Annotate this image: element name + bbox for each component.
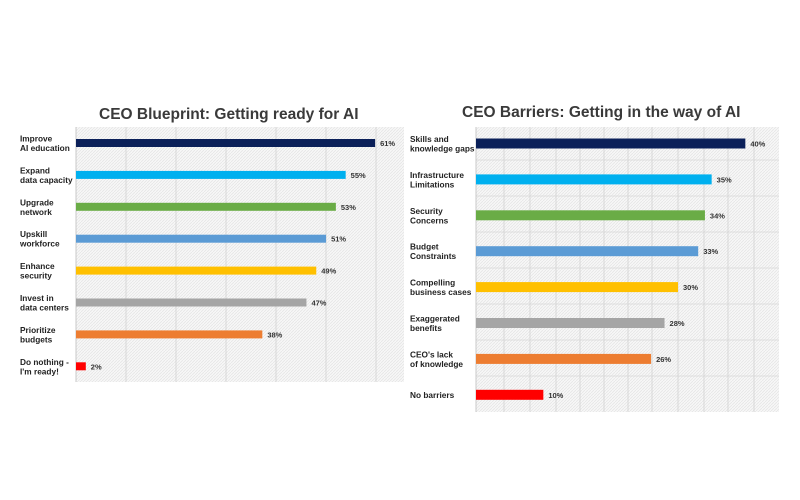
category-label: Exaggerated benefits [410, 314, 460, 334]
value-label: 47% [311, 299, 326, 308]
value-label: 40% [750, 140, 765, 149]
value-label: 34% [710, 211, 725, 220]
bar-6 [76, 298, 307, 307]
category-label: Upskill workforce [19, 229, 60, 249]
chart-title-blueprint: CEO Blueprint: Getting ready for AI [99, 106, 359, 123]
category-label: Infrastructure Limitations [410, 170, 464, 190]
bar-7 [76, 330, 263, 339]
value-label: 61% [380, 139, 395, 148]
bar-2 [476, 174, 712, 185]
bar-6 [476, 318, 665, 328]
bar-3 [476, 210, 705, 221]
bar-2 [76, 170, 346, 179]
value-label: 51% [331, 235, 346, 244]
chart-title-barriers: CEO Barriers: Getting in the way of AI [462, 104, 741, 121]
value-label: 53% [341, 203, 356, 212]
chart-blueprint: 61% Improve AI education 55% Expand data capa… [19, 127, 404, 382]
category-label: CEO's lack of knowledge [410, 349, 463, 369]
value-label: 55% [351, 171, 366, 180]
category-label: Invest in data centers [20, 293, 69, 313]
value-label: 49% [321, 267, 336, 276]
bar-1 [76, 139, 376, 147]
chart-barriers: 40% Skills and knowledge gaps 35% Infrastruc… [410, 127, 779, 412]
value-label: 35% [717, 175, 732, 184]
value-label: 10% [548, 391, 563, 400]
category-label: Enhance security [20, 261, 55, 281]
category-label: Budget Constraints [410, 242, 456, 262]
bar-8 [76, 362, 86, 371]
category-label: Security Concerns [410, 206, 449, 226]
value-label: 38% [267, 330, 282, 339]
value-label: 28% [670, 319, 685, 328]
category-label: Prioritize budgets [20, 325, 56, 345]
bar-8 [476, 389, 544, 400]
category-label: No barriers [410, 390, 455, 400]
category-label: Skills and knowledge gaps [410, 134, 475, 154]
category-label: Improve AI education [20, 134, 70, 154]
category-label: Compelling business cases [410, 278, 472, 298]
category-label: Expand data capacity [20, 165, 73, 185]
bar-3 [76, 202, 336, 211]
value-label: 33% [703, 247, 718, 256]
bar-4 [476, 246, 699, 257]
plot-area [476, 127, 779, 412]
category-label: Do nothing -I'm ready! [20, 357, 69, 377]
bar-7 [476, 353, 652, 364]
category-label: Upgrade network [20, 197, 54, 217]
bar-5 [476, 282, 678, 293]
bar-1 [476, 138, 746, 149]
value-label: 30% [683, 283, 698, 292]
bar-4 [76, 234, 327, 243]
value-label: 26% [656, 355, 671, 364]
bar-5 [76, 266, 317, 275]
plot-area [76, 127, 404, 382]
value-label: 2% [91, 362, 102, 371]
